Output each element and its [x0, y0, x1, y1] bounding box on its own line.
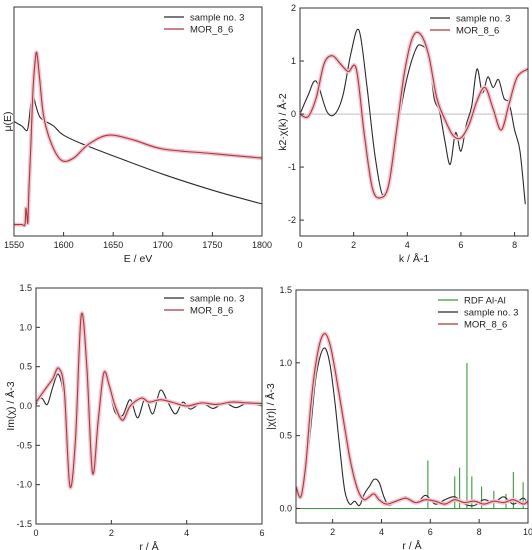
legend-label: sample no. 3 [190, 294, 244, 305]
series-line-black [14, 93, 262, 205]
x-axis-label: k / Å-1 [399, 252, 430, 265]
series-halo [14, 50, 262, 228]
y-tick-label: 1.0 [279, 358, 292, 368]
plot-frame [299, 7, 529, 237]
y-tick-label: 1.5 [19, 283, 32, 293]
series-line-red [36, 312, 262, 489]
y-axis-label: μ(E) [2, 111, 14, 131]
y-tick-label: 0.0 [279, 503, 292, 513]
y-axis-label: Im(χ) / Å-3 [4, 381, 17, 430]
panel-k-space: 0 2 4 6 8 -2 -1 0 1 2 k / Å-1 k2·χ(k) / Å-2 sample n… [276, 3, 529, 265]
series-line-black [296, 347, 528, 507]
series-line-red [300, 31, 528, 199]
x-tick-label: 2 [109, 528, 114, 538]
x-tick-label: 0 [33, 528, 38, 538]
x-tick-label: 4 [379, 527, 384, 537]
x-tick-label: 4 [184, 528, 189, 538]
y-axis-label: k2·χ(k) / Å-2 [276, 93, 289, 151]
y-tick-label: -0.5 [16, 440, 32, 450]
series-line-red [14, 51, 262, 227]
plot-frame [13, 6, 263, 237]
series-halo [36, 311, 262, 490]
x-tick-label: 1800 [252, 240, 272, 250]
x-tick-label: 6 [259, 528, 264, 538]
legend-label: MOR_8_6 [190, 306, 233, 317]
x-tick-label: 1700 [153, 240, 173, 250]
x-tick-label: 8 [477, 527, 482, 537]
y-tick-label: -2 [288, 215, 296, 225]
x-tick-label: 1750 [202, 240, 222, 250]
legend-label: MOR_8_6 [190, 25, 233, 36]
x-tick-label: 6 [428, 527, 433, 537]
y-axis-label: |χ(r)| / Å-3 [264, 383, 277, 430]
x-tick-label: 1550 [4, 240, 24, 250]
series-line-black [300, 28, 526, 205]
series-line-black [36, 314, 262, 482]
series-line-red [296, 333, 528, 505]
x-tick-label: 2 [351, 240, 356, 250]
x-tick-label: 6 [458, 240, 463, 250]
y-tick-label: -1.5 [16, 519, 32, 529]
x-tick-label: 4 [405, 240, 410, 250]
y-tick-label: 1.0 [19, 322, 32, 332]
y-tick-label: -1 [288, 162, 296, 172]
legend-label: sample no. 3 [190, 13, 244, 24]
y-tick-label: 0.5 [19, 362, 32, 372]
y-tick-label: 1 [291, 56, 296, 66]
series-halo [296, 331, 528, 507]
y-tick-label: 0.5 [279, 431, 292, 441]
x-axis-label: r / Å [402, 539, 421, 550]
x-tick-label: 1650 [103, 240, 123, 250]
plot-frame [295, 289, 529, 524]
y-tick-label: 0 [291, 109, 296, 119]
x-axis-label: r / Å [139, 540, 158, 550]
panel-xanes: 1550 1600 1650 1700 1750 1800 E / eV μ(E) sample… [2, 6, 272, 265]
legend-label: sample no. 3 [456, 14, 510, 25]
panel-im-chi: 0 2 4 6 -1.5 -1.0 -0.5 0.0 0.5 1.0 1.5 r / Å Im(χ) /… [4, 283, 265, 550]
y-tick-label: 0.0 [19, 401, 32, 411]
x-tick-label: 10 [523, 527, 532, 537]
legend-label: MOR_8_6 [464, 320, 507, 331]
x-tick-label: 2 [330, 527, 335, 537]
x-tick-label: 8 [512, 240, 517, 250]
panel-magnitude-chi: 2 4 6 8 10 0.0 0.5 1.0 1.5 r / Å |χ(r)| / Å-3 RDF A… [264, 285, 532, 550]
legend-label: MOR_8_6 [456, 26, 499, 37]
legend-label: RDF Al-Al [464, 296, 506, 307]
x-tick-label: 1600 [54, 240, 74, 250]
y-tick-label: 1.5 [279, 285, 292, 295]
y-tick-label: -1.0 [16, 480, 32, 490]
y-tick-label: 2 [291, 3, 296, 13]
x-tick-label: 0 [297, 240, 302, 250]
legend-label: sample no. 3 [464, 308, 518, 319]
x-axis-label: E / eV [124, 253, 153, 265]
